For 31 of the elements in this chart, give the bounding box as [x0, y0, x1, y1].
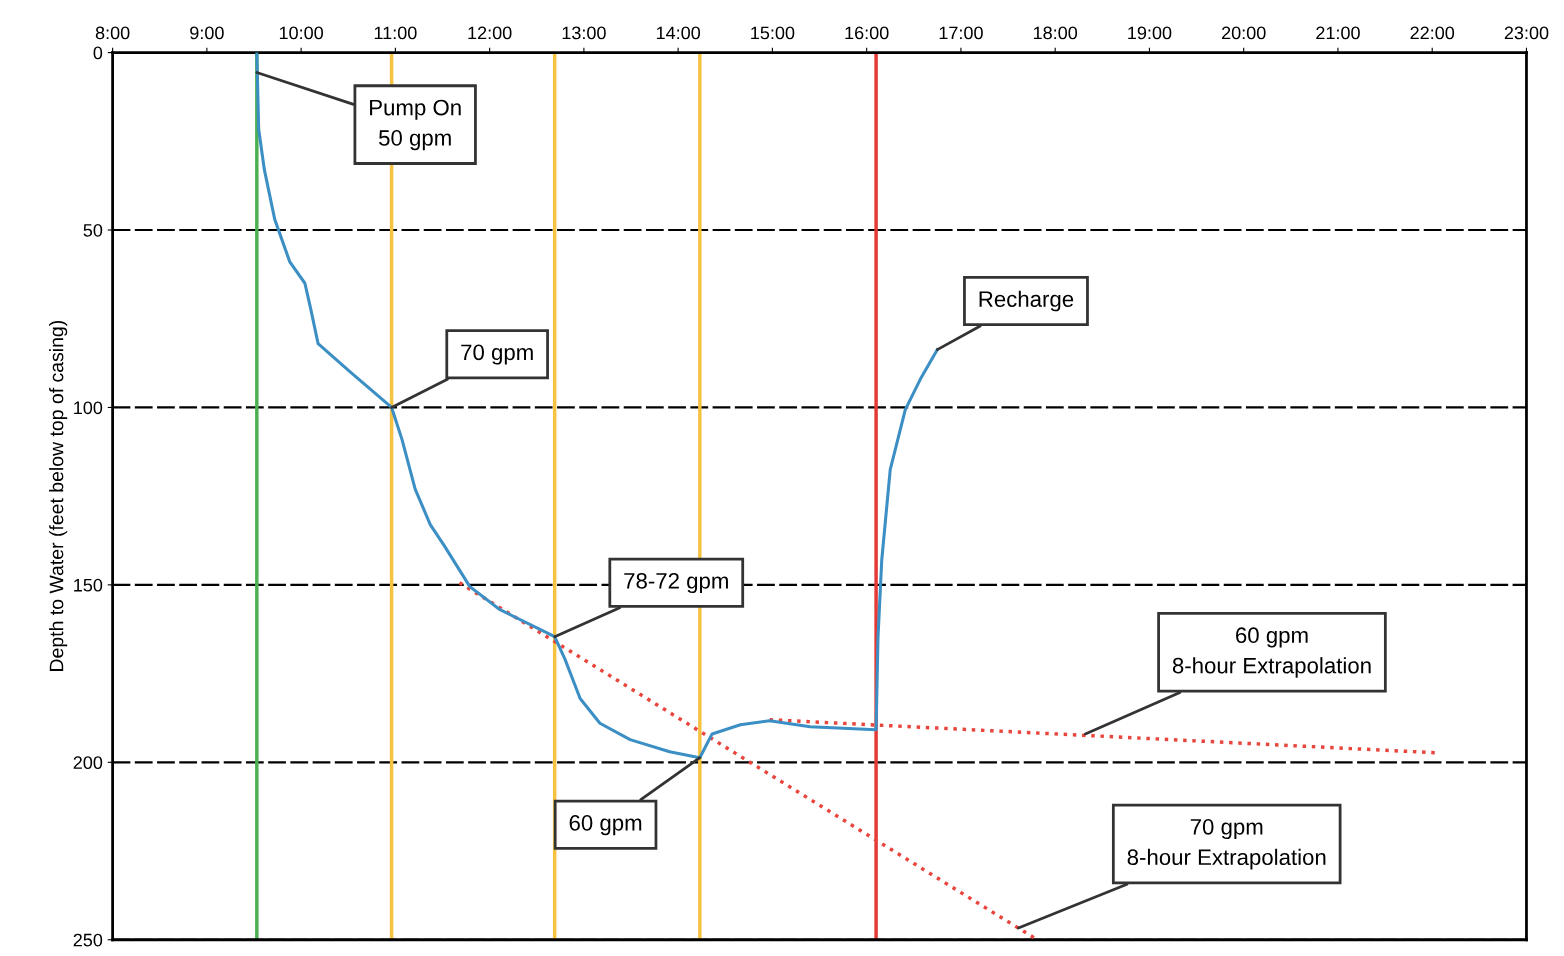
x-tick-label: 17:00	[939, 26, 983, 40]
y-tick-label: 0	[93, 46, 103, 60]
y-tick-label: 50	[83, 223, 103, 237]
annotation: 70 gpm 8-hour Extrapolation	[1127, 818, 1326, 870]
y-tick-label: 250	[73, 933, 103, 947]
x-tick-label: 10:00	[279, 26, 324, 40]
x-tick-label: 15:00	[751, 26, 795, 40]
x-tick-label: 8:00	[95, 26, 130, 40]
y-tick-label: 100	[74, 401, 103, 415]
x-tick-label: 11:00	[374, 26, 417, 40]
x-tick-label: 13:00	[562, 26, 606, 40]
x-tick-label: 20:00	[1222, 26, 1266, 40]
x-tick-label: 19:00	[1128, 26, 1172, 40]
y-tick-label: 150	[74, 578, 103, 592]
x-tick-label: 23:00	[1504, 26, 1549, 40]
line-series	[255, 52, 939, 760]
annotation: 60 gpm	[569, 815, 642, 836]
x-tick-label: 16:00	[845, 26, 889, 40]
x-tick-label: 21:00	[1316, 26, 1360, 40]
annotation: 78-72 gpm	[624, 572, 728, 594]
x-tick-label: 12:00	[468, 26, 512, 40]
y-axis-title: Depth to Water (feet below top of casing)	[49, 321, 68, 671]
x-tick-label: 22:00	[1410, 26, 1455, 40]
x-tick-label: 18:00	[1033, 26, 1078, 40]
annotation: Recharge	[979, 290, 1074, 312]
annotation: Pump On 50 gpm	[370, 99, 461, 151]
annotation: 60 gpm 8-hour Extrapolation	[1172, 627, 1371, 678]
x-tick-label: 9:00	[190, 26, 224, 40]
x-tick-label: 14:00	[656, 26, 701, 40]
annotation: 70 gpm	[461, 344, 533, 365]
y-tick-label: 200	[73, 756, 103, 770]
